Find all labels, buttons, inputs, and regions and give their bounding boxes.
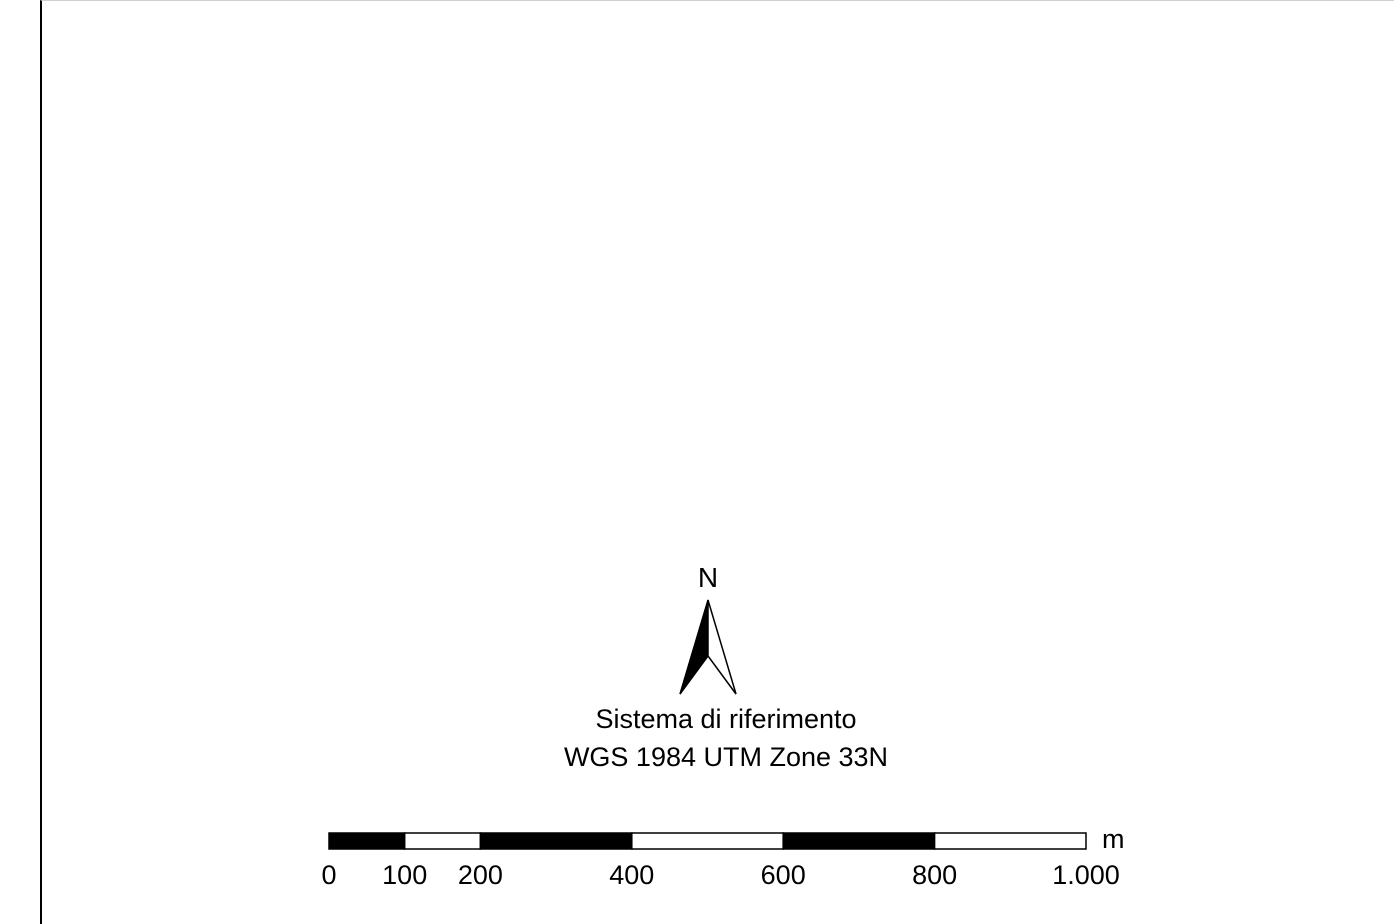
scale-segment bbox=[933, 832, 1087, 850]
scale-tick-label: 100 bbox=[382, 860, 428, 890]
crs-title: Sistema di riferimento bbox=[595, 704, 857, 734]
scale-segment bbox=[631, 832, 784, 850]
scale-segment bbox=[328, 832, 406, 850]
scale-tick-label: 800 bbox=[912, 860, 958, 890]
north-arrow-icon bbox=[679, 599, 737, 695]
scale-segment bbox=[782, 832, 936, 850]
scale-unit-label: m bbox=[1102, 824, 1125, 854]
scale-tick-label: 1.000 bbox=[1052, 860, 1120, 890]
scale-bar bbox=[328, 832, 1087, 850]
north-label: N bbox=[697, 562, 719, 593]
scale-tick-label: 0 bbox=[321, 860, 337, 890]
scale-tick-label: 600 bbox=[760, 860, 806, 890]
scale-segment bbox=[479, 832, 633, 850]
scale-tick-label: 400 bbox=[609, 860, 655, 890]
north-arrow-right-half bbox=[707, 599, 737, 695]
scale-segment bbox=[403, 832, 482, 850]
scale-tick-label: 200 bbox=[457, 860, 503, 890]
crs-name: WGS 1984 UTM Zone 33N bbox=[563, 742, 889, 772]
north-arrow-left-half bbox=[679, 599, 709, 695]
map-frame bbox=[40, 0, 1394, 924]
